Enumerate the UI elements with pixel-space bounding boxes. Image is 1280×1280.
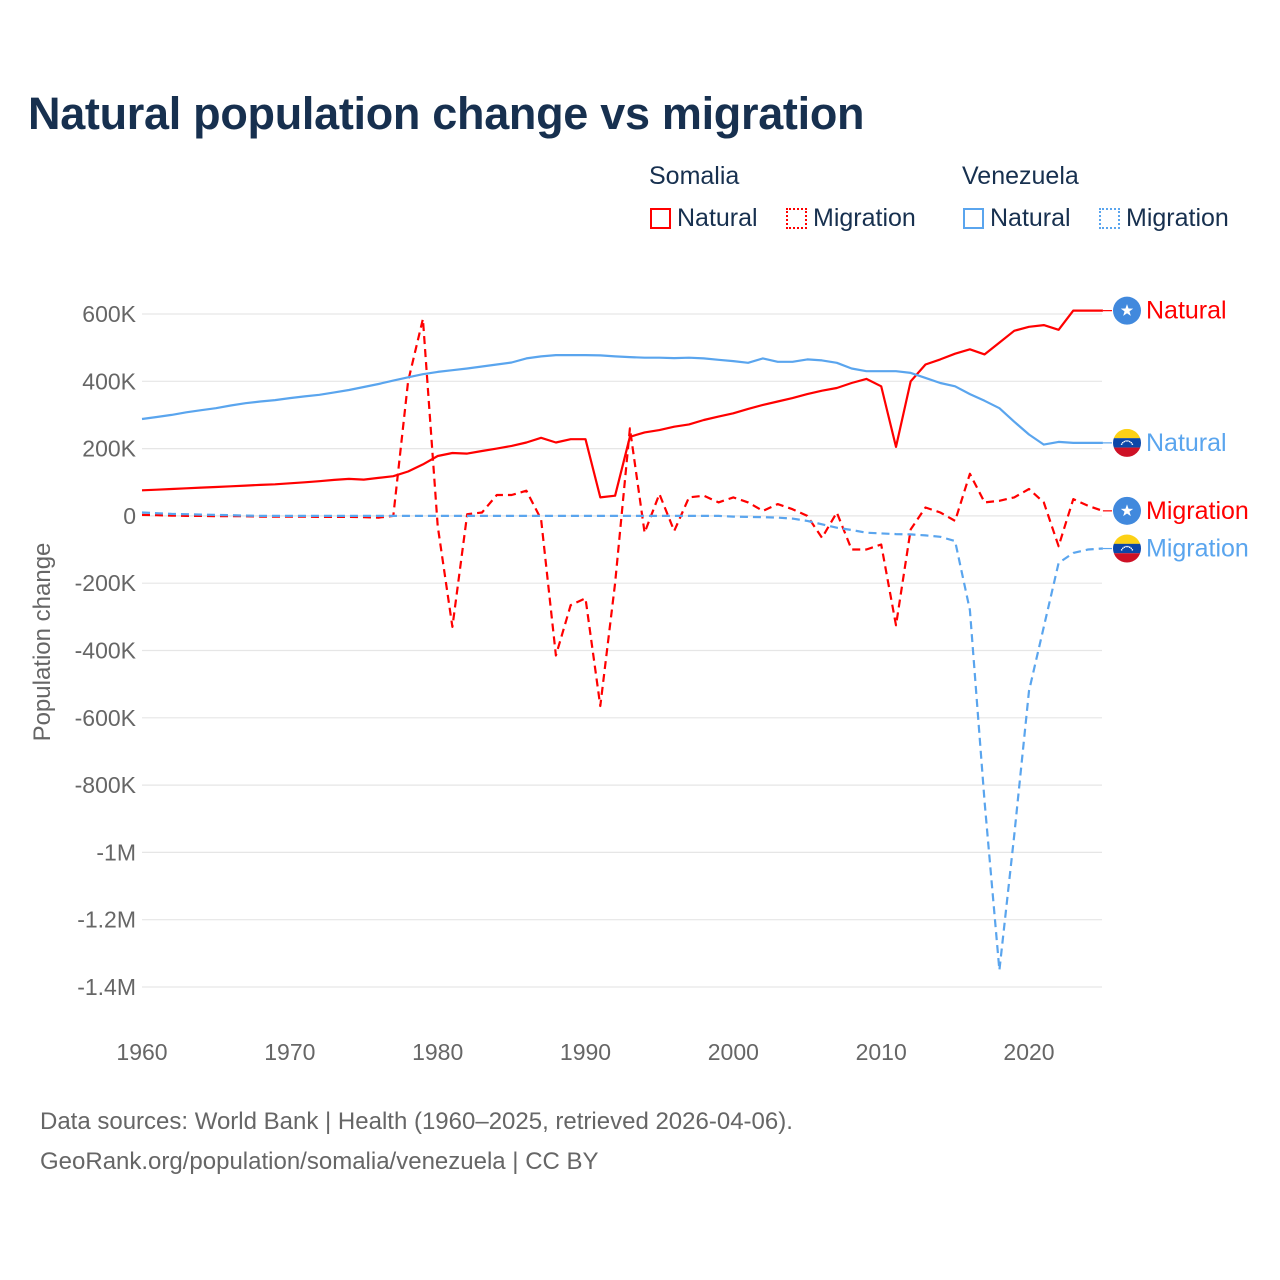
- end-label: Natural: [1146, 429, 1227, 457]
- x-tick-label: 2020: [1003, 1039, 1054, 1065]
- star-dot: [1125, 545, 1127, 548]
- somalia-flag-icon: [1113, 296, 1141, 325]
- stripe-blue: [1113, 438, 1141, 448]
- y-tick-label: -1.2M: [77, 907, 136, 933]
- x-tick-label: 1960: [116, 1039, 167, 1065]
- legend-label: Natural: [990, 204, 1071, 232]
- y-tick-label: 400K: [82, 368, 136, 394]
- footer-link[interactable]: GeoRank.org/population/somalia/venezuela…: [40, 1148, 599, 1175]
- legend-venezuela-migration[interactable]: Migration: [1099, 204, 1229, 233]
- star-dot: [1121, 441, 1124, 444]
- y-tick-label: -200K: [75, 570, 137, 596]
- x-tick-label: 1970: [264, 1039, 315, 1065]
- legend-somalia-header: Somalia: [649, 162, 740, 190]
- x-tick-label: 1990: [560, 1039, 611, 1065]
- star-icon: [1120, 504, 1134, 517]
- x-tick-label: 1980: [412, 1039, 463, 1065]
- y-tick-label: -400K: [75, 638, 137, 664]
- star-dot: [1130, 547, 1133, 550]
- star-dot: [1131, 549, 1134, 551]
- legend-venezuela-natural[interactable]: Natural: [963, 204, 1071, 233]
- flag-stripes: [1113, 428, 1141, 457]
- chart-title: Natural population change vs migration: [28, 88, 865, 139]
- star-dot: [1127, 545, 1129, 548]
- legend-label: Natural: [677, 204, 758, 232]
- star-dot: [1128, 440, 1131, 443]
- x-tick-label: 2000: [708, 1039, 759, 1065]
- end-label: Natural: [1146, 297, 1227, 325]
- y-tick-label: 0: [123, 503, 136, 529]
- venezuela-natural-line: [141, 354, 1103, 446]
- stripe-red: [1113, 447, 1141, 457]
- end-label: Migration: [1146, 535, 1249, 563]
- legend-somalia-natural[interactable]: Natural: [650, 204, 758, 233]
- end-label: Migration: [1146, 497, 1249, 525]
- legend-label: Migration: [813, 204, 916, 232]
- y-tick-label: 600K: [82, 301, 136, 327]
- star-dot: [1131, 443, 1134, 445]
- solid-swatch-icon: [650, 208, 671, 229]
- venezuela-migration-line: [141, 511, 1103, 972]
- star-dot: [1121, 547, 1124, 550]
- stripe-yellow: [1113, 534, 1141, 544]
- y-tick-label: 200K: [82, 436, 136, 462]
- y-tick-label: -1M: [96, 839, 136, 865]
- solid-swatch-icon: [963, 208, 984, 229]
- somalia-natural-line: [141, 309, 1103, 499]
- y-tick-label: -800K: [75, 772, 137, 798]
- x-tick-label: 2010: [856, 1039, 907, 1065]
- dotted-swatch-icon: [1099, 208, 1120, 229]
- flag-stripes: [1113, 534, 1141, 563]
- star-dot: [1130, 441, 1133, 444]
- stripe-blue: [1113, 543, 1141, 554]
- star-dot: [1127, 440, 1129, 442]
- legend-label: Migration: [1126, 204, 1229, 232]
- star-dot: [1123, 440, 1126, 443]
- footer-sources: Data sources: World Bank | Health (1960–…: [40, 1108, 793, 1135]
- stripe-yellow: [1113, 428, 1141, 439]
- star-dot: [1120, 549, 1123, 551]
- y-axis-label: Population change: [29, 543, 56, 742]
- star-dot: [1125, 440, 1127, 442]
- legend-venezuela-header: Venezuela: [962, 162, 1079, 190]
- somalia-flag-icon: [1113, 496, 1141, 525]
- venezuela-flag-icon: [1113, 534, 1141, 563]
- venezuela-flag-icon: [1113, 428, 1141, 457]
- star-icon: [1120, 304, 1134, 316]
- y-tick-label: -1.4M: [77, 974, 136, 1000]
- star-dot: [1128, 546, 1131, 548]
- somalia-migration-line: [141, 317, 1104, 708]
- dotted-swatch-icon: [786, 208, 807, 229]
- stripe-red: [1113, 553, 1141, 563]
- star-dot: [1123, 546, 1126, 548]
- star-dot: [1120, 443, 1123, 445]
- y-tick-label: -600K: [75, 705, 137, 731]
- legend-somalia-migration[interactable]: Migration: [786, 204, 916, 233]
